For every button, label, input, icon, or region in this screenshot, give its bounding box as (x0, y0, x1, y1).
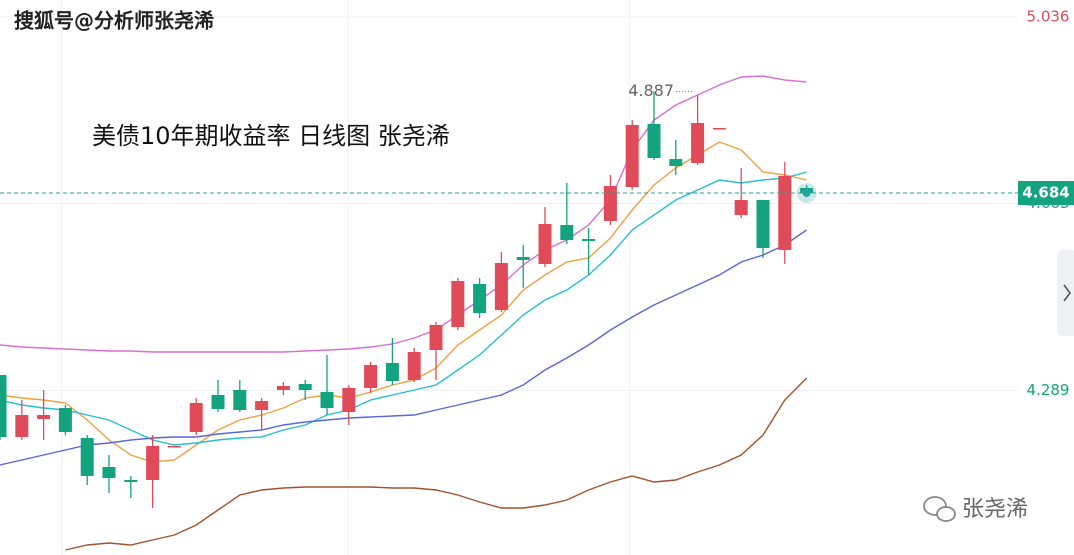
indicator-line (0, 171, 807, 446)
candle-body (582, 239, 596, 241)
candle-body (37, 415, 51, 419)
last-price-box (1018, 181, 1074, 205)
candle-body (124, 480, 138, 482)
watermark: 搜狐号@分析师张尧浠 (14, 9, 214, 33)
candle-body (538, 224, 552, 264)
candle-body (734, 200, 748, 215)
side-tab-arrow[interactable] (1063, 284, 1071, 302)
candle-body (276, 386, 290, 390)
y-tick-label: 4.289 (1027, 381, 1070, 399)
candle-body (211, 395, 225, 409)
last-price-dot (802, 189, 811, 197)
candle-body (603, 186, 617, 221)
plot (0, 16, 1018, 551)
candle-body (58, 408, 72, 432)
candle-body (691, 123, 705, 163)
candle-body (451, 281, 465, 327)
candle-body (516, 257, 530, 260)
brand-icon (923, 496, 947, 516)
candle-body (0, 375, 7, 437)
candle-body (255, 401, 269, 410)
y-tick-label: 5.036 (1027, 8, 1070, 26)
candle-body (778, 176, 792, 250)
candle-body (102, 467, 116, 478)
candle-body (429, 325, 443, 350)
candle-body (647, 124, 661, 158)
candle-body (189, 403, 203, 432)
candle-body (167, 446, 181, 448)
candle-body (298, 384, 312, 390)
candle-body (385, 363, 399, 381)
candle-body (625, 125, 639, 187)
indicator-line (0, 229, 807, 466)
candle-body (342, 388, 356, 412)
candle-body (560, 225, 574, 240)
brand-logo (923, 496, 956, 522)
candle-body (233, 390, 247, 410)
indicator-line (0, 75, 807, 353)
brand: 张尧浠 (962, 497, 1028, 522)
candle-body (146, 446, 160, 480)
candle-body (80, 438, 94, 476)
brand-icon (936, 506, 956, 522)
chart-title: 美债10年期收益率 日线图 张尧浠 (92, 122, 450, 150)
last-price-label: 4.684 (1022, 184, 1069, 202)
candle-body (15, 415, 29, 437)
candle-body (473, 284, 487, 313)
candle-body (407, 352, 421, 380)
high-annotation: 4.887 (628, 81, 674, 100)
candle-body (712, 128, 726, 130)
candle-body (756, 200, 770, 248)
side-tab[interactable] (1057, 250, 1074, 336)
indicator-line (65, 377, 808, 551)
grid (61, 0, 631, 555)
candle-body (669, 159, 683, 166)
candle-body (494, 263, 508, 310)
candle-body (364, 365, 378, 388)
side-tab-bg[interactable] (1057, 250, 1074, 336)
indicator-line (0, 141, 807, 463)
candle-body (320, 392, 334, 408)
